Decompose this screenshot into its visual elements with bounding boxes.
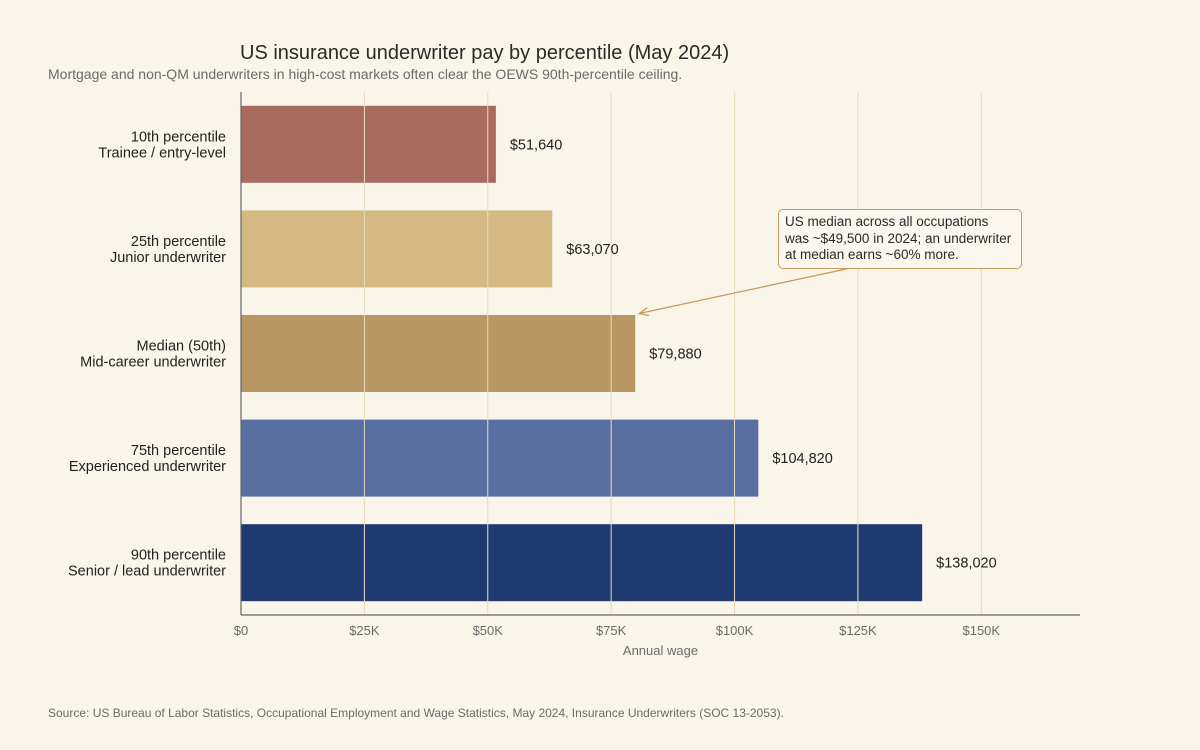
category-label-3-0: 75th percentile bbox=[131, 443, 226, 459]
x-tick-label-4: $100K bbox=[716, 623, 754, 638]
x-tick-label-3: $75K bbox=[596, 623, 627, 638]
x-tick-label-5: $125K bbox=[839, 623, 877, 638]
bar-1 bbox=[241, 210, 553, 288]
x-tick-label-2: $50K bbox=[473, 623, 504, 638]
grid-lines bbox=[363, 92, 982, 615]
axes: $0 $25K $50K $75K $100K $125K $150K Annual wage bbox=[234, 92, 1080, 658]
annotation-arrow bbox=[639, 265, 861, 315]
bar-0 bbox=[241, 105, 496, 183]
chart-title: US insurance underwriter pay by percenti… bbox=[240, 42, 730, 64]
category-label-0-0: 10th percentile bbox=[131, 129, 226, 145]
x-tick-label-6: $150K bbox=[962, 623, 1000, 638]
bar-3 bbox=[241, 419, 759, 497]
x-axis-title: Annual wage bbox=[623, 643, 698, 658]
value-label-3: $104,820 bbox=[772, 451, 832, 467]
x-tick-label-0: $0 bbox=[234, 623, 248, 638]
category-label-1-0: 25th percentile bbox=[131, 234, 226, 250]
value-label-2: $79,880 bbox=[649, 347, 701, 363]
value-label-1: $63,070 bbox=[566, 242, 618, 258]
category-label-3-1: Experienced underwriter bbox=[69, 459, 226, 475]
category-label-1-1: Junior underwriter bbox=[110, 250, 226, 266]
chart-subtitle: Mortgage and non-QM underwriters in high… bbox=[48, 66, 683, 82]
category-label-0-1: Trainee / entry-level bbox=[98, 145, 226, 161]
bar-4 bbox=[241, 524, 923, 602]
annotation-arrowhead bbox=[637, 307, 650, 317]
source-note: Source: US Bureau of Labor Statistics, O… bbox=[48, 706, 784, 720]
bar-2 bbox=[241, 315, 636, 392]
category-label-4-0: 90th percentile bbox=[131, 548, 226, 564]
category-label-4-1: Senior / lead underwriter bbox=[68, 564, 226, 580]
value-label-0: $51,640 bbox=[510, 137, 562, 153]
category-label-2-0: Median (50th) bbox=[137, 339, 226, 355]
category-label-2-1: Mid-career underwriter bbox=[80, 355, 226, 371]
value-label-4: $138,020 bbox=[936, 556, 996, 572]
bars bbox=[241, 105, 923, 602]
x-tick-label-1: $25K bbox=[349, 623, 380, 638]
annotation-box: US median across all occupations was ~$4… bbox=[778, 209, 1022, 269]
